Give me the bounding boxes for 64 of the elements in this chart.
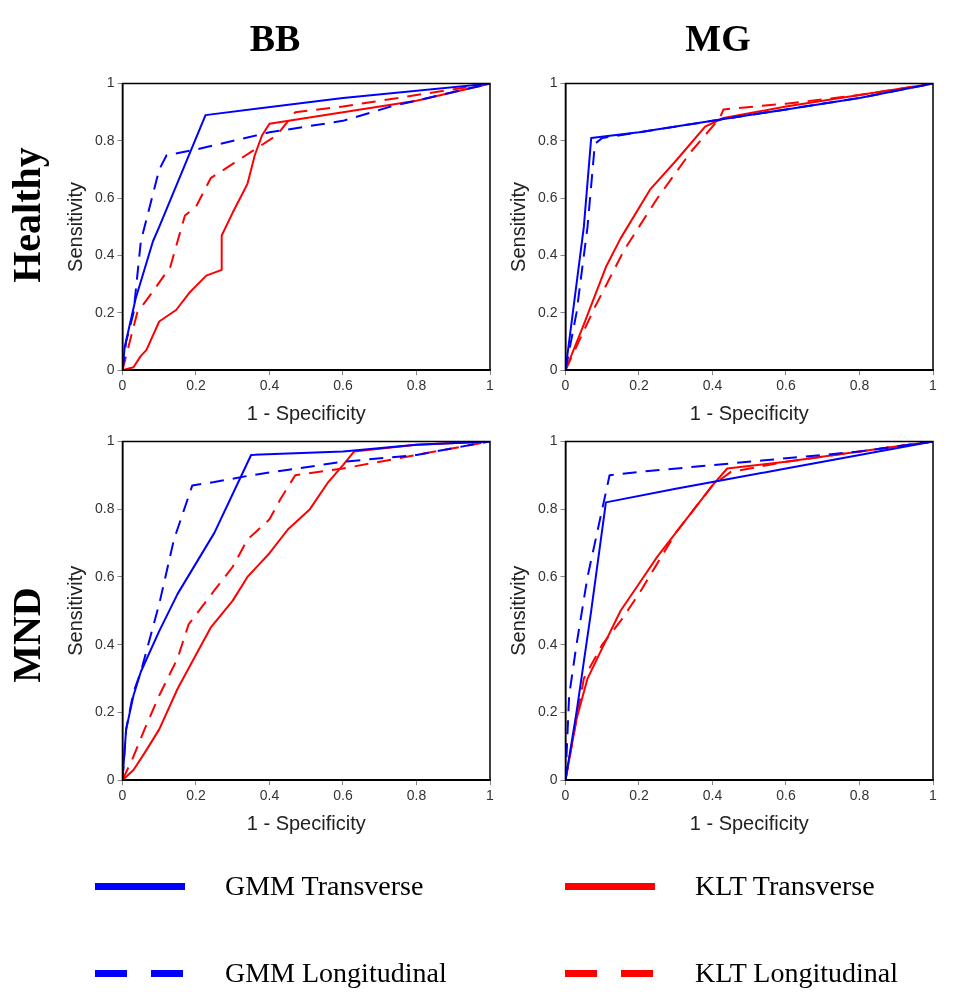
y-tick-label: 1 (549, 432, 558, 449)
legend-label: KLT Longitudinal (695, 957, 898, 989)
y-tick-label: 0.2 (537, 303, 558, 320)
x-axis-title: 1 - Specificity (246, 811, 366, 834)
text: MND (3, 586, 50, 685)
y-tick-label: 1 (106, 74, 115, 91)
y-tick-label: 0.2 (94, 303, 115, 320)
chart-title: BB (249, 16, 301, 59)
y-tick-label: 0.8 (94, 500, 115, 517)
x-tick-label: 0 (561, 377, 570, 394)
y-tick-label: 0 (106, 361, 115, 378)
y-tick-label: 0 (549, 361, 558, 378)
chart-title: MG (685, 16, 751, 59)
x-tick-label: 0.2 (629, 787, 649, 804)
y-tick-label: 0 (106, 771, 115, 788)
y-tick-label: 0.4 (94, 635, 115, 652)
legend-label: GMM Longitudinal (225, 957, 447, 989)
x-tick-label: 0.8 (406, 787, 427, 804)
x-tick-label: 0.4 (702, 377, 723, 394)
x-tick-label: 1 (929, 787, 938, 804)
y-tick-label: 0.6 (94, 189, 115, 206)
x-tick-label: 0.8 (406, 377, 427, 394)
x-tick-label: 1 (486, 787, 495, 804)
y-tick-label: 0.4 (537, 246, 558, 263)
x-tick-label: 0.2 (186, 787, 206, 804)
x-tick-label: 0.6 (333, 377, 353, 394)
x-tick-label: 0.4 (259, 787, 280, 804)
y-axis-title: Sensitivity (506, 181, 529, 272)
y-tick-label: 0.4 (537, 635, 558, 652)
y-tick-label: 0.4 (94, 246, 115, 263)
x-tick-label: 0.2 (186, 377, 206, 394)
x-axis-title: 1 - Specificity (689, 401, 809, 424)
y-axis-title: Sensitivity (63, 565, 86, 656)
x-axis-title: 1 - Specificity (689, 811, 809, 834)
y-tick-label: 0 (549, 771, 558, 788)
x-tick-label: 0 (561, 787, 570, 804)
x-tick-label: 1 (486, 377, 495, 394)
x-tick-label: 0.8 (849, 787, 870, 804)
y-tick-label: 0.8 (537, 131, 558, 148)
y-tick-label: 0.8 (537, 500, 558, 517)
y-tick-label: 1 (549, 74, 558, 91)
text: Healthy (3, 146, 50, 285)
x-tick-label: 0 (118, 377, 127, 394)
legend-label: KLT Transverse (695, 870, 875, 902)
x-tick-label: 0.2 (629, 377, 649, 394)
x-axis-title: 1 - Specificity (246, 401, 366, 424)
x-tick-label: 0.4 (259, 377, 280, 394)
x-tick-label: 0.6 (333, 787, 353, 804)
x-tick-label: 0.6 (776, 377, 796, 394)
y-tick-label: 0.6 (94, 567, 115, 584)
y-axis-title: Sensitivity (506, 565, 529, 656)
y-tick-label: 0.6 (537, 567, 558, 584)
x-tick-label: 1 (929, 377, 938, 394)
legend-label: GMM Transverse (225, 870, 424, 902)
x-tick-label: 0.8 (849, 377, 870, 394)
x-tick-label: 0 (118, 787, 127, 804)
y-tick-label: 0.6 (537, 189, 558, 206)
y-tick-label: 0.8 (94, 131, 115, 148)
y-axis-title: Sensitivity (63, 181, 86, 272)
x-tick-label: 0.6 (776, 787, 796, 804)
y-tick-label: 1 (106, 432, 115, 449)
x-tick-label: 0.4 (702, 787, 723, 804)
y-tick-label: 0.2 (94, 703, 115, 720)
y-tick-label: 0.2 (537, 703, 558, 720)
